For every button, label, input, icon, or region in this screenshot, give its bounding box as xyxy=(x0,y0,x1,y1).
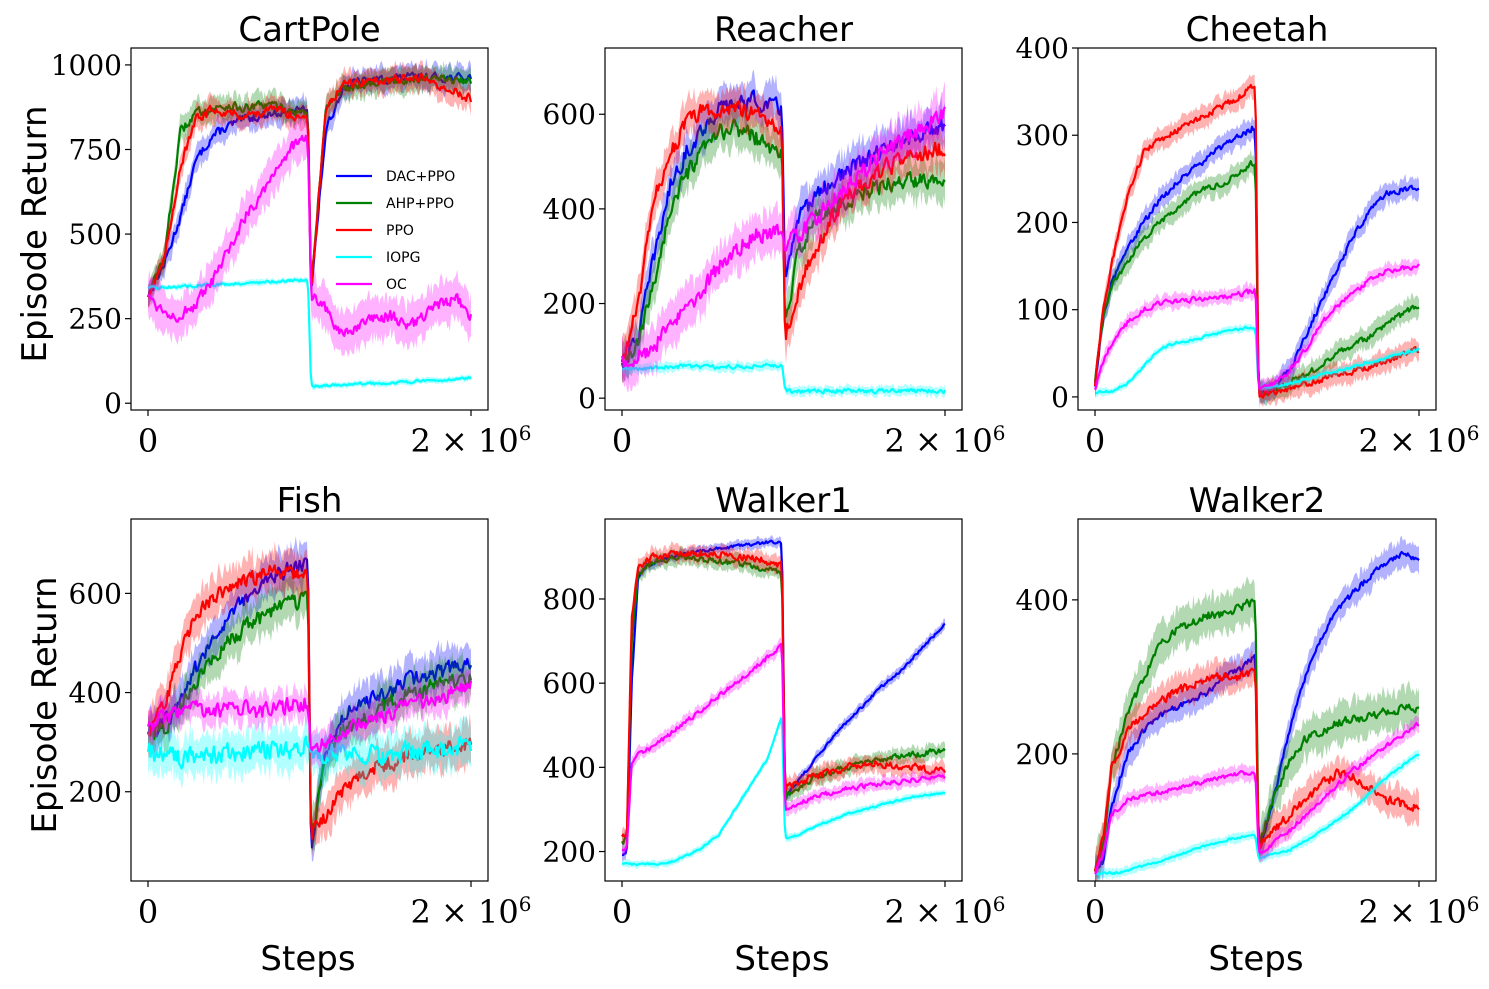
ytick-label: 400 xyxy=(1016,32,1069,65)
band-ppo xyxy=(148,60,471,309)
ytick-label: 400 xyxy=(543,193,596,226)
panel-reacher: Reacher 0 200 400 600 0 2 × 106 xyxy=(543,10,1006,460)
ytick-label: 400 xyxy=(543,751,596,784)
xlabel-middle: Steps xyxy=(734,939,829,979)
ytick-label: 400 xyxy=(69,677,122,710)
xtick-label: 2 × 106 xyxy=(1359,892,1480,931)
ytick-label: 250 xyxy=(69,303,122,336)
band-oc xyxy=(1095,258,1419,398)
legend-label: AHP+PPO xyxy=(386,196,454,212)
xtick-label: 2 × 106 xyxy=(1359,421,1480,460)
ytick-label: 600 xyxy=(69,577,122,610)
legend-item: IOPG xyxy=(336,250,420,266)
ytick-label: 300 xyxy=(1016,119,1069,152)
ytick-label: 200 xyxy=(1016,738,1069,771)
panel-title: CartPole xyxy=(238,10,380,50)
plot-area xyxy=(621,535,946,870)
panel-title: Walker1 xyxy=(715,481,852,521)
xtick-label: 2 × 106 xyxy=(885,421,1006,460)
line-oc xyxy=(146,680,473,753)
ytick-label: 0 xyxy=(104,387,122,420)
axes-frame xyxy=(1077,47,1437,411)
band-oc xyxy=(1095,715,1419,881)
ytick-label: 200 xyxy=(1016,206,1069,239)
line-ppo xyxy=(1093,667,1420,872)
panel-title: Reacher xyxy=(714,10,853,50)
legend: DAC+PPO AHP+PPO PPO IOPG OC xyxy=(336,169,455,293)
line-oc xyxy=(147,134,473,337)
xlabel-left: Steps xyxy=(260,939,355,979)
xtick-label: 2 × 106 xyxy=(411,421,532,460)
line-oc xyxy=(1093,263,1420,391)
ytick-label: 600 xyxy=(543,98,596,131)
ylabel-bottom: Episode Return xyxy=(25,576,65,833)
band-dac-ppo xyxy=(622,535,945,861)
ytick-label: 200 xyxy=(543,836,596,869)
plot-area xyxy=(620,69,947,399)
xtick-label: 2 × 106 xyxy=(885,892,1006,931)
legend-label: PPO xyxy=(386,223,414,239)
axes-frame xyxy=(604,47,963,411)
plot-area xyxy=(146,58,473,390)
axes-frame xyxy=(1077,518,1437,882)
legend-label: IOPG xyxy=(386,250,420,266)
xtick-label: 0 xyxy=(612,422,632,460)
line-iopg xyxy=(1095,753,1420,876)
xtick-label: 0 xyxy=(612,893,632,931)
ytick-label: 400 xyxy=(1016,584,1069,617)
band-ppo xyxy=(622,541,945,845)
axes-frame xyxy=(130,47,489,411)
line-ppo xyxy=(1093,83,1420,399)
ytick-label: 200 xyxy=(543,288,596,321)
plot-area xyxy=(1093,74,1420,409)
ylabel-top: Episode Return xyxy=(15,105,55,362)
panel-title: Fish xyxy=(277,481,343,521)
panel-title: Cheetah xyxy=(1186,10,1329,50)
plot-area xyxy=(1093,535,1420,881)
xtick-label: 0 xyxy=(1085,893,1105,931)
line-iopg xyxy=(147,278,472,389)
ytick-label: 100 xyxy=(1016,294,1069,327)
ytick-label: 800 xyxy=(543,583,596,616)
legend-label: OC xyxy=(386,277,407,293)
plot-area xyxy=(146,536,473,862)
legend-item: DAC+PPO xyxy=(336,169,455,185)
line-oc xyxy=(620,106,946,368)
axes-frame xyxy=(604,518,963,882)
ytick-label: 1000 xyxy=(51,49,122,82)
band-dac-ppo xyxy=(1095,535,1419,881)
band-dac-ppo xyxy=(148,58,471,307)
line-oc xyxy=(621,642,946,852)
panel-cartpole: CartPole 0 250 500 750 1000 0 2 × 106 DAC+PPO AHP… xyxy=(51,10,532,460)
legend-item: AHP+PPO xyxy=(336,196,454,212)
legend-item: OC xyxy=(336,277,407,293)
xlabel-right: Steps xyxy=(1208,939,1303,979)
xtick-label: 0 xyxy=(138,893,158,931)
xtick-label: 2 × 106 xyxy=(411,892,532,931)
xtick-label: 0 xyxy=(138,422,158,460)
panel-walker2: Walker2 200 400 0 2 × 106 xyxy=(1016,481,1480,931)
panel-cheetah: Cheetah 0 100 200 300 400 0 2 × 106 xyxy=(1016,10,1480,460)
line-iopg xyxy=(621,362,947,395)
ytick-label: 0 xyxy=(578,382,596,415)
line-oc xyxy=(1094,722,1420,875)
panel-fish: Fish 200 400 600 0 2 × 106 xyxy=(69,481,532,931)
panel-walker1: Walker1 200 400 600 800 0 2 × 106 xyxy=(543,481,1006,931)
ytick-label: 750 xyxy=(69,133,122,166)
ytick-label: 600 xyxy=(543,667,596,700)
legend-label: DAC+PPO xyxy=(386,169,455,185)
band-ahp-ppo xyxy=(148,60,471,308)
ytick-label: 0 xyxy=(1051,381,1069,414)
band-iopg xyxy=(1095,749,1419,881)
legend-item: PPO xyxy=(336,223,414,239)
ytick-label: 200 xyxy=(69,776,122,809)
ytick-label: 500 xyxy=(69,218,122,251)
panel-title: Walker2 xyxy=(1189,481,1326,521)
xtick-label: 0 xyxy=(1085,422,1105,460)
axes-frame xyxy=(130,518,489,882)
band-dac-ppo xyxy=(622,69,945,384)
